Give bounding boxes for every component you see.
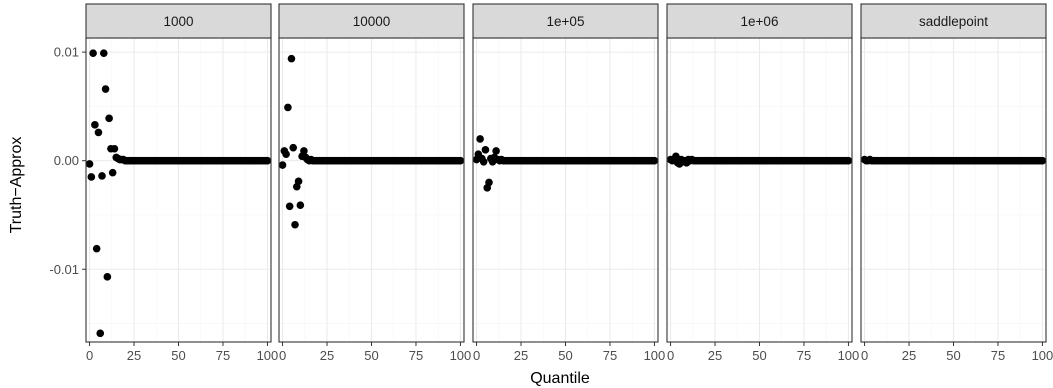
- y-tick-label: -0.01: [49, 262, 79, 277]
- data-point: [285, 202, 294, 211]
- x-tick-label: 50: [752, 348, 766, 363]
- data-point: [99, 49, 108, 57]
- facet-strip-label: saddlepoint: [919, 14, 988, 29]
- x-tick-label: 75: [797, 348, 811, 363]
- data-point: [294, 177, 303, 186]
- x-tick-label: 50: [558, 348, 572, 363]
- x-tick-label: 50: [364, 348, 378, 363]
- facet-strip-label: 1000: [163, 14, 193, 29]
- x-tick-label: 75: [991, 348, 1005, 363]
- data-point: [456, 156, 465, 165]
- data-point: [263, 156, 272, 165]
- data-point: [103, 273, 112, 281]
- facet-panel-1e+05: 1e+05 0 25 50 75 100: [472, 3, 666, 363]
- x-tick-label: 0: [667, 348, 674, 363]
- x-tick-label: 25: [902, 348, 916, 363]
- x-axis-title: Quantile: [530, 370, 590, 387]
- data-point: [476, 135, 484, 143]
- data-point: [278, 161, 287, 169]
- x-tick-label: 100: [450, 348, 472, 363]
- x-tick-label: 0: [861, 348, 868, 363]
- x-tick-label: 25: [320, 348, 334, 363]
- data-point: [481, 146, 490, 154]
- data-point: [1038, 156, 1047, 165]
- data-point: [291, 220, 299, 229]
- x-tick-label: 75: [216, 348, 230, 363]
- data-point: [289, 143, 298, 152]
- x-tick-label: 100: [838, 348, 860, 363]
- facet-panel-1000: 1000 0 25 50 75 100: [85, 3, 279, 363]
- x-tick-label: 75: [409, 348, 423, 363]
- data-point: [98, 172, 106, 180]
- facet-strip-label: 1e+05: [547, 14, 585, 29]
- x-tick-label: 0: [473, 348, 480, 363]
- x-tick-label: 25: [514, 348, 528, 363]
- y-tick-label: 0.00: [54, 153, 79, 168]
- data-point: [85, 160, 94, 168]
- x-tick-label: 0: [86, 348, 93, 363]
- facet-strip-label: 1e+06: [741, 14, 779, 29]
- data-point: [479, 157, 488, 166]
- x-tick-label: 25: [127, 348, 141, 363]
- x-tick-label: 25: [708, 348, 722, 363]
- data-point: [105, 114, 113, 123]
- facet-strip-label: 10000: [353, 14, 391, 29]
- facet-strip: [472, 3, 659, 39]
- data-point: [89, 49, 97, 57]
- data-point: [94, 128, 103, 137]
- facet-strip: [278, 3, 465, 39]
- data-point: [300, 147, 308, 155]
- data-point: [282, 150, 290, 158]
- y-tick-label: 0.01: [54, 45, 79, 60]
- data-point: [485, 178, 493, 187]
- data-point: [92, 244, 101, 253]
- data-point: [296, 201, 305, 209]
- x-tick-label: 100: [257, 348, 279, 363]
- facet-strip: [85, 3, 272, 39]
- x-tick-label: 50: [946, 348, 960, 363]
- data-point: [110, 144, 119, 153]
- x-tick-label: 100: [1032, 348, 1053, 363]
- data-point: [287, 54, 296, 63]
- data-point: [284, 103, 292, 112]
- data-point: [650, 156, 659, 165]
- y-axis-title: Truth−Approx: [8, 137, 25, 234]
- data-point: [91, 121, 99, 129]
- data-point: [87, 173, 96, 181]
- facet-strip: [860, 3, 1047, 39]
- data-point: [101, 85, 110, 93]
- x-tick-label: 100: [644, 348, 666, 363]
- data-point: [96, 329, 105, 338]
- data-point: [844, 156, 853, 165]
- data-point: [492, 147, 500, 155]
- x-tick-label: 0: [279, 348, 286, 363]
- facet-panel-10000: 10000 0 25 50 75 100: [278, 3, 472, 363]
- x-tick-label: 50: [171, 348, 185, 363]
- facet-panel-1e+06: 1e+06 0 25 50 75 100: [666, 3, 860, 363]
- facet-panel-saddlepoint: saddlepoint 0 25 50 75 100: [860, 3, 1053, 363]
- x-tick-label: 75: [603, 348, 617, 363]
- data-point: [108, 168, 117, 177]
- facet-strip: [666, 3, 853, 39]
